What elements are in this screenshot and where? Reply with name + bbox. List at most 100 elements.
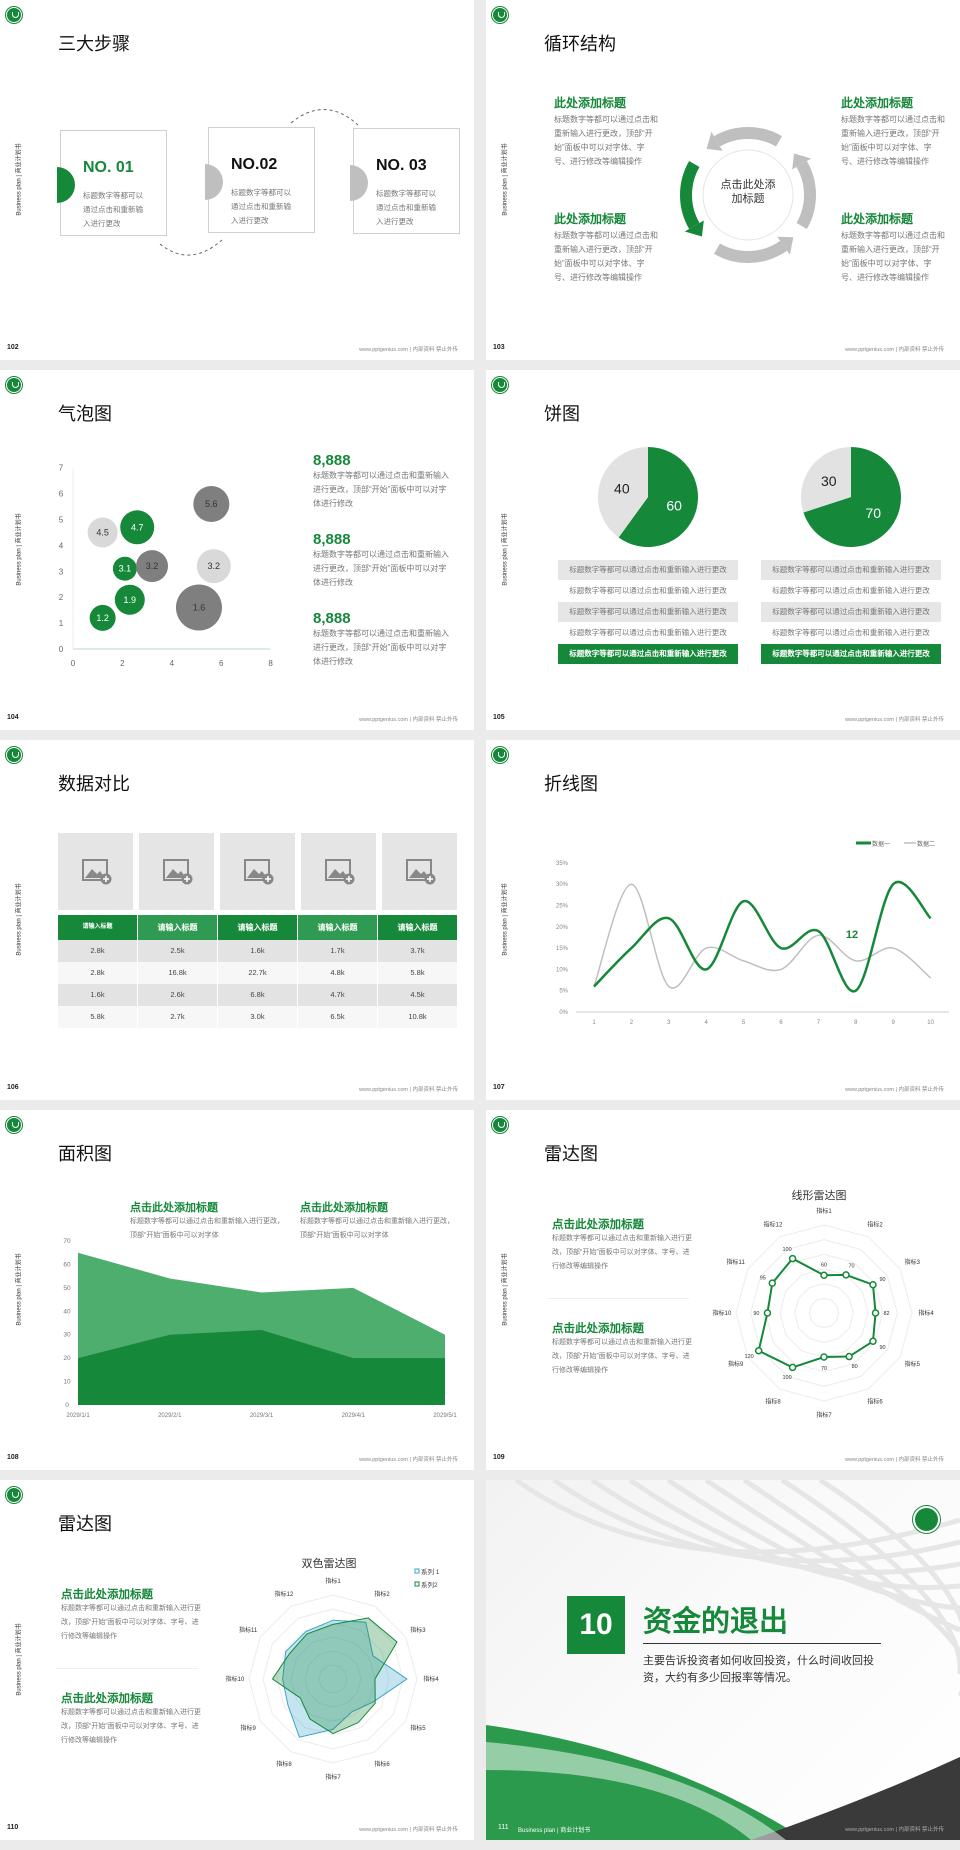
block-heading[interactable]: 此处添加标题 bbox=[841, 96, 914, 110]
annotation-label: 12 bbox=[846, 929, 858, 941]
x-tick-label: 2 bbox=[630, 1020, 634, 1026]
bubble[interactable] bbox=[114, 584, 145, 615]
block-heading[interactable]: 点击此处添加标题 bbox=[552, 1323, 644, 1335]
pie-slice[interactable] bbox=[801, 447, 851, 513]
slide-title: 折线图 bbox=[544, 774, 598, 794]
step-card[interactable]: NO. 01 标题数字等都可以通过点击和重新输入进行更改 bbox=[57, 130, 167, 236]
image-placeholder[interactable] bbox=[139, 833, 214, 910]
step-text: 标题数字等都可以通过点击和重新输入进行更改 bbox=[231, 188, 291, 225]
radar-point[interactable] bbox=[842, 1271, 850, 1279]
block-heading[interactable]: 此处添加标题 bbox=[554, 96, 627, 110]
stat-text: 标题数字等都可以通过点击和重新输入进行更改，顶部“开始”面板中可以对字体进行修改 bbox=[313, 629, 449, 666]
x-tick-label: 2029/4/1 bbox=[342, 1413, 366, 1419]
table-cell: 6.8k bbox=[218, 984, 297, 1006]
radar-grid-ring bbox=[794, 1283, 854, 1343]
background-curve bbox=[704, 1480, 960, 1633]
pie-slice[interactable] bbox=[803, 447, 901, 547]
image-placeholder[interactable] bbox=[220, 833, 295, 910]
x-tick-label: 2029/2/1 bbox=[158, 1413, 182, 1419]
bubble[interactable] bbox=[196, 549, 231, 584]
text-block: 点击此处添加标题 标题数字等都可以通过点击和重新输入进行更改，顶部“开始”面板中可… bbox=[300, 1199, 455, 1243]
add-image-icon[interactable] bbox=[244, 859, 274, 885]
center-label[interactable]: 点击此处添加标题 bbox=[720, 179, 776, 205]
add-image-icon[interactable] bbox=[163, 859, 193, 885]
table-cell: 10.8k bbox=[378, 1006, 457, 1028]
bubble[interactable] bbox=[89, 604, 116, 631]
legend-swatch bbox=[414, 1581, 420, 1587]
radar-point[interactable] bbox=[869, 1280, 877, 1289]
bubble-label: 3.1 bbox=[119, 564, 132, 574]
block-heading[interactable]: 点击此处添加标题 bbox=[61, 1589, 153, 1601]
bubble[interactable] bbox=[136, 550, 169, 583]
radar-point[interactable] bbox=[788, 1254, 797, 1263]
bubble-label: 3.2 bbox=[208, 561, 221, 571]
stat-text: 标题数字等都可以通过点击和重新输入进行更改，顶部“开始”面板中可以对字体进行修改 bbox=[313, 550, 449, 587]
radar-point[interactable] bbox=[820, 1353, 828, 1361]
stat-block: 8,888 标题数字等都可以通过点击和重新输入进行更改，顶部“开始”面板中可以对字… bbox=[313, 610, 453, 669]
radar-series-2[interactable] bbox=[271, 1617, 398, 1735]
arrowhead-icon bbox=[684, 220, 704, 237]
radar-point[interactable] bbox=[768, 1279, 777, 1287]
line-series-2[interactable] bbox=[593, 883, 932, 989]
block-heading[interactable]: 此处添加标题 bbox=[841, 212, 914, 226]
step-card[interactable]: NO.02 标题数字等都可以通过点击和重新输入进行更改 bbox=[205, 127, 315, 233]
block-heading[interactable]: 点击此处添加标题 bbox=[130, 1202, 218, 1214]
radar-axis-label: 指标12 bbox=[275, 1590, 294, 1598]
pie-slice[interactable] bbox=[598, 447, 648, 538]
block-heading[interactable]: 点击此处添加标题 bbox=[300, 1202, 388, 1214]
line-series-1[interactable] bbox=[593, 880, 932, 993]
chart-svg bbox=[159, 109, 359, 256]
x-tick-label: 10 bbox=[927, 1020, 934, 1026]
image-placeholder[interactable] bbox=[382, 833, 457, 910]
radar-point[interactable] bbox=[845, 1352, 853, 1361]
add-image-icon[interactable] bbox=[325, 859, 355, 885]
radar-series-1[interactable] bbox=[282, 1619, 408, 1738]
page-number: 106 bbox=[7, 1084, 19, 1091]
radar-series-1[interactable] bbox=[757, 1257, 877, 1369]
image-placeholder[interactable] bbox=[58, 833, 133, 910]
radar-value-label: 100 bbox=[782, 1247, 791, 1253]
bubble[interactable] bbox=[87, 517, 118, 548]
pie-slice[interactable] bbox=[618, 447, 698, 547]
radar-point[interactable] bbox=[871, 1309, 880, 1317]
page-number: 110 bbox=[7, 1824, 19, 1831]
table-header: 请输入标题 bbox=[58, 915, 137, 940]
bubble[interactable] bbox=[193, 485, 230, 522]
step-card[interactable]: NO. 03 标题数字等都可以通过点击和重新输入进行更改 bbox=[350, 128, 460, 234]
page-number: 103 bbox=[493, 344, 505, 351]
image-placeholder[interactable] bbox=[301, 833, 376, 910]
bubble[interactable] bbox=[175, 584, 222, 631]
block-heading[interactable]: 点击此处添加标题 bbox=[552, 1219, 644, 1231]
y-tick-label: 40 bbox=[63, 1308, 71, 1315]
text-block: 点击此处添加标题 标题数字等都可以通过点击和重新输入进行更改，顶部“开始”面板中可… bbox=[130, 1199, 285, 1243]
step-text: 标题数字等都可以通过点击和重新输入进行更改 bbox=[376, 189, 436, 226]
add-image-icon[interactable] bbox=[406, 859, 436, 885]
radar-axis-label: 指标7 bbox=[325, 1773, 341, 1781]
area-series-2[interactable] bbox=[78, 1330, 445, 1405]
logo-icon bbox=[6, 1117, 22, 1133]
radar-point[interactable] bbox=[763, 1309, 772, 1317]
page-number: 107 bbox=[493, 1084, 505, 1091]
radar-point[interactable] bbox=[788, 1363, 797, 1372]
bubble[interactable] bbox=[120, 510, 155, 545]
slide-111: 10 资金的退出 主要告诉投资者如何收回投资，什么时间收回投资，大约有多少回报率等情… bbox=[486, 1480, 960, 1840]
block-heading[interactable]: 此处添加标题 bbox=[554, 212, 627, 226]
radar-point[interactable] bbox=[869, 1337, 877, 1346]
y-tick-label: 10% bbox=[556, 967, 569, 973]
radar-grid-ring bbox=[750, 1239, 898, 1387]
bubble[interactable] bbox=[112, 556, 137, 581]
table-header: 请输入标题 bbox=[298, 915, 377, 940]
block-text: 标题数字等都可以通过点击和重新输入进行更改，顶部“开始”面板中可以对字体、字号、… bbox=[552, 1235, 692, 1270]
x-tick-label: 2029/3/1 bbox=[250, 1413, 274, 1419]
x-tick-label: 7 bbox=[817, 1020, 821, 1026]
block-heading[interactable]: 点击此处添加标题 bbox=[61, 1693, 153, 1705]
radar-point[interactable] bbox=[754, 1346, 763, 1355]
text-block: 此处添加标题 标题数字等都可以通过点击和重新输入进行更改，顶部“开始”面板中可以对… bbox=[554, 94, 658, 169]
slice-label: 70 bbox=[865, 505, 881, 521]
x-tick-label: 8 bbox=[268, 659, 273, 668]
divider bbox=[547, 1298, 689, 1299]
y-tick-label: 0 bbox=[59, 645, 64, 654]
table-cell: 3.0k bbox=[218, 1006, 297, 1028]
radar-point[interactable] bbox=[820, 1271, 828, 1280]
add-image-icon[interactable] bbox=[82, 859, 112, 885]
